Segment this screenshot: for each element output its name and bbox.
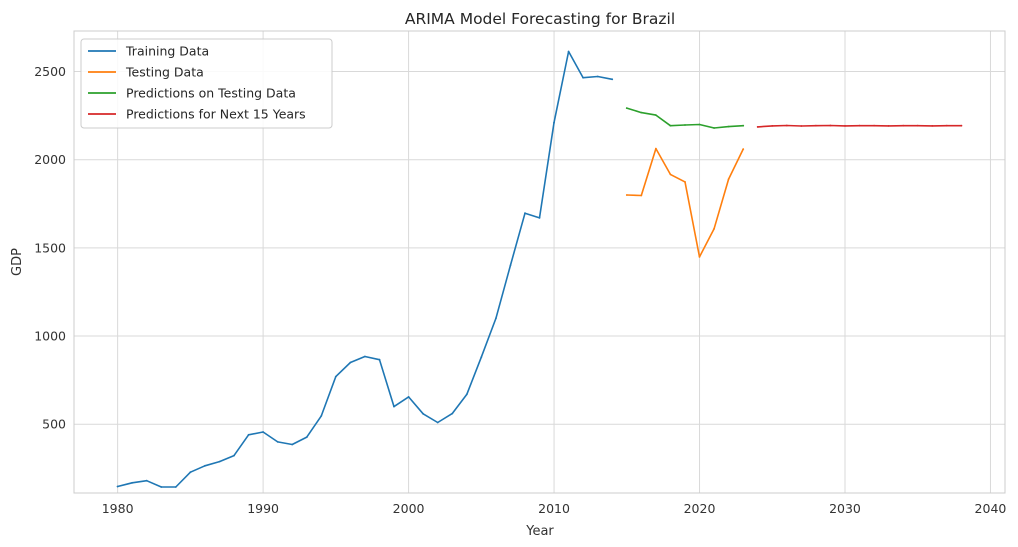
data-point [582,76,584,79]
series-points-predictions-for-next-15-years [756,124,963,128]
data-point [887,125,890,127]
data-point [727,178,730,181]
data-point [247,433,250,436]
data-point [116,485,119,488]
y-axis-label: GDP [10,248,25,276]
data-point [771,125,774,127]
legend-label-predictions-on-testing-data: Predictions on Testing Data [126,86,296,101]
data-point [320,415,323,417]
data-point [480,356,483,359]
data-point [669,124,672,127]
data-point [393,405,395,408]
data-point [509,264,512,267]
data-point [800,125,803,127]
data-point [436,421,439,424]
plot-frame [73,30,1006,494]
data-point [596,75,599,78]
data-point [305,436,308,438]
data-point [189,471,192,474]
data-point [902,124,905,127]
data-point [553,121,555,124]
chart-title: ARIMA Model Forecasting for Brazil [405,10,675,28]
y-tick-label: 1500 [34,240,66,255]
data-point [364,355,366,358]
data-point [684,181,686,183]
data-point [625,107,628,109]
data-point [349,361,352,364]
data-point [945,124,948,127]
data-point [451,412,454,415]
data-point [960,124,963,127]
data-point [829,124,832,127]
x-tick-label: 2020 [684,501,716,516]
legend: Training Data Testing Data Predictions on … [80,38,333,129]
data-point [684,124,686,126]
series-layer [116,50,963,488]
legend-box [80,38,333,129]
x-tick-label: 2040 [975,501,1007,516]
data-point [640,194,643,197]
data-point [815,124,817,127]
data-point [567,50,570,53]
data-point [669,173,672,176]
data-point [640,111,643,114]
data-point [698,256,701,258]
data-point [276,441,279,443]
data-point [742,148,745,151]
series-points-predictions-on-testing-data [625,107,745,129]
data-point [727,125,730,128]
data-point [524,212,526,215]
x-axis-label: Year [525,524,554,539]
y-tick-label: 2000 [34,152,66,167]
data-point [858,124,861,127]
data-point [233,454,235,457]
data-point [465,393,468,396]
x-tick-labels: 1980 1990 2000 2010 2020 2030 2040 [102,501,1007,516]
x-tick-label: 2010 [538,501,570,516]
data-point [916,124,919,127]
x-tick-label: 1990 [247,501,279,516]
data-point [698,123,701,126]
data-point [495,317,497,320]
x-tick-label: 2030 [829,501,861,516]
data-point [145,479,148,482]
legend-label-training-data: Training Data [125,44,209,59]
legend-label-testing-data: Testing Data [125,65,204,80]
data-point [538,217,541,219]
series-points-testing-data [625,147,745,258]
data-point [655,114,657,116]
data-point [422,412,424,415]
data-point [713,127,715,129]
data-point [174,486,177,488]
data-point [844,125,846,127]
data-point [218,460,221,463]
data-point [611,78,614,81]
data-point [873,124,875,127]
data-point [713,227,715,230]
data-point [262,431,264,433]
data-point [625,194,628,196]
data-point [291,443,294,446]
y-tick-labels: 500 1000 1500 2000 2500 [34,64,66,432]
y-tick-label: 500 [42,417,66,432]
data-point [655,147,657,150]
grid [74,31,1005,493]
data-point [334,375,337,378]
y-tick-label: 1000 [34,329,66,344]
data-point [160,486,163,488]
data-point [378,358,381,361]
data-point [204,464,206,467]
data-point [407,396,410,398]
y-tick-label: 2500 [34,64,66,79]
series-points-training-data [116,50,614,488]
data-point [756,126,759,128]
x-tick-label: 1980 [102,501,134,516]
x-tick-label: 2000 [393,501,425,516]
data-point [131,481,134,484]
data-point [931,125,934,127]
data-point [785,124,788,127]
legend-label-predictions-for-next-15-years: Predictions for Next 15 Years [126,107,306,122]
data-point [742,124,745,127]
